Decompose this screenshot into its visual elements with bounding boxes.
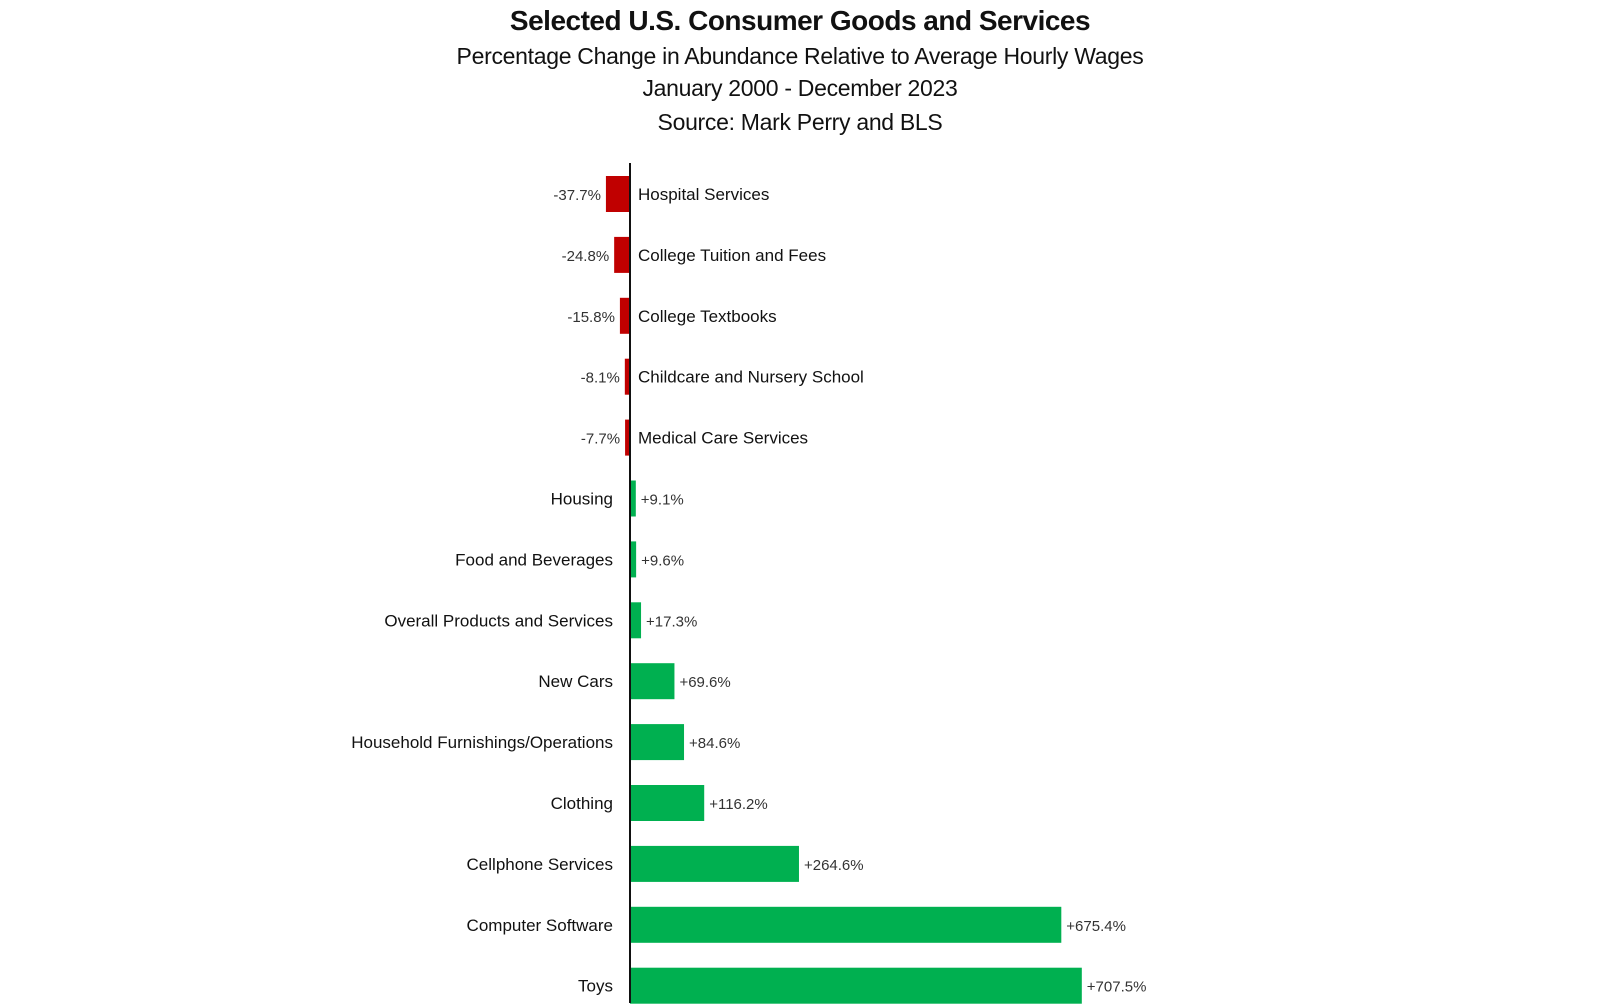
category-label-housing: Housing	[551, 490, 613, 509]
value-label-computer-software: +675.4%	[1066, 918, 1126, 935]
chart-date-range: January 2000 - December 2023	[642, 75, 958, 101]
bar-new-cars	[630, 663, 675, 700]
chart-title: Selected U.S. Consumer Goods and Service…	[509, 5, 1091, 36]
category-label-cellphone-services: Cellphone Services	[467, 855, 613, 874]
value-label-toys: +707.5%	[1087, 979, 1147, 996]
value-label-new-cars: +69.6%	[679, 674, 730, 691]
bar-household-furnishings-operations	[630, 724, 685, 761]
bar-housing	[630, 480, 636, 517]
category-label-computer-software: Computer Software	[467, 916, 613, 935]
category-label-clothing: Clothing	[551, 794, 613, 813]
chart-source: Source: Mark Perry and BLS	[657, 109, 943, 135]
category-label-college-textbooks: College Textbooks	[638, 307, 777, 326]
bar-food-and-beverages	[630, 541, 637, 578]
bar-clothing	[630, 785, 705, 821]
bar-childcare-and-nursery-school	[624, 358, 630, 395]
value-label-medical-care-services: -7.7%	[581, 431, 620, 448]
chart-subtitle: Percentage Change in Abundance Relative …	[456, 43, 1144, 69]
bar-college-tuition-and-fees	[614, 236, 630, 273]
category-label-medical-care-services: Medical Care Services	[638, 429, 808, 448]
bar-college-textbooks	[619, 297, 630, 334]
bar-hospital-services	[605, 176, 630, 212]
bar-cellphone-services	[630, 845, 799, 882]
category-label-new-cars: New Cars	[538, 672, 613, 691]
bar-toys	[630, 967, 1082, 1004]
value-label-cellphone-services: +264.6%	[804, 857, 864, 874]
category-label-hospital-services: Hospital Services	[638, 185, 769, 204]
value-label-college-tuition-and-fees: -24.8%	[562, 248, 610, 265]
value-label-housing: +9.1%	[641, 492, 684, 509]
value-label-clothing: +116.2%	[709, 796, 768, 813]
value-label-hospital-services: -37.7%	[553, 187, 601, 204]
category-label-college-tuition-and-fees: College Tuition and Fees	[638, 246, 826, 265]
category-label-overall-products-and-services: Overall Products and Services	[384, 611, 613, 630]
category-label-toys: Toys	[578, 977, 613, 996]
bar-medical-care-services	[625, 419, 630, 456]
value-label-overall-products-and-services: +17.3%	[646, 613, 697, 630]
category-label-childcare-and-nursery-school: Childcare and Nursery School	[638, 368, 864, 387]
bar-computer-software	[630, 906, 1062, 943]
value-label-college-textbooks: -15.8%	[567, 309, 615, 326]
value-label-household-furnishings-operations: +84.6%	[689, 735, 740, 752]
category-label-household-furnishings-operations: Household Furnishings/Operations	[351, 733, 613, 752]
bar-overall-products-and-services	[630, 602, 642, 639]
value-label-food-and-beverages: +9.6%	[641, 552, 684, 569]
category-label-food-and-beverages: Food and Beverages	[455, 550, 613, 569]
value-label-childcare-and-nursery-school: -8.1%	[581, 370, 620, 387]
